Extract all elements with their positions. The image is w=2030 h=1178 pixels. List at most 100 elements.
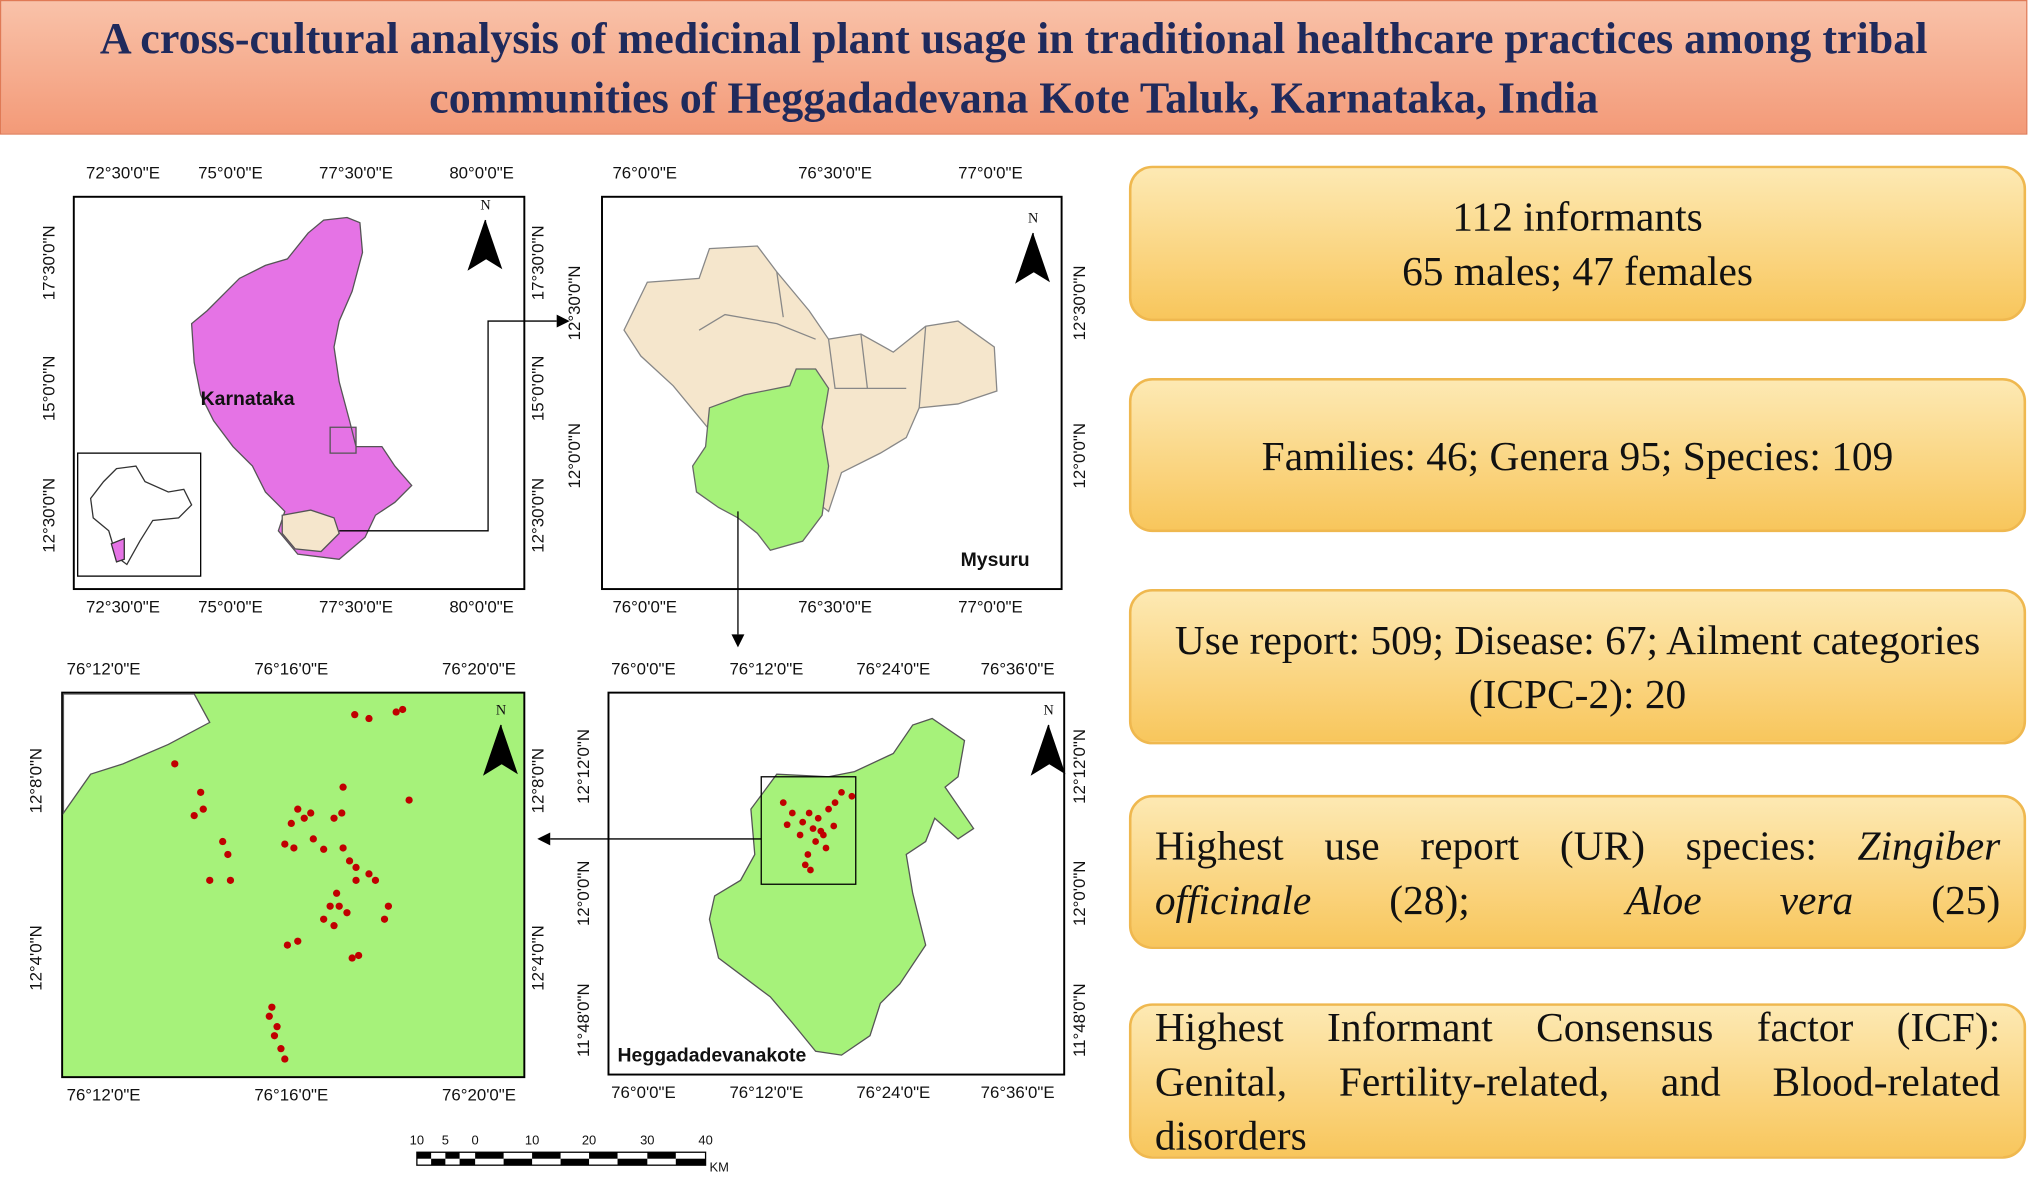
arrow-head [556, 314, 570, 328]
x-coord-label: 76°20'0"E [442, 660, 516, 679]
scale-label: 40 [698, 1132, 712, 1147]
map-label: Karnataka [201, 388, 295, 410]
title: A cross-cultural analysis of medicinal p… [0, 0, 2028, 135]
india-shape [89, 465, 193, 566]
connector-arrow [339, 320, 557, 532]
sample-point [831, 799, 839, 807]
x-coord-label: 76°36'0"E [981, 1083, 1055, 1102]
sample-points [779, 788, 856, 874]
y-coord-label: 12°4'0"N [26, 925, 45, 991]
scale-label: 10 [410, 1132, 424, 1147]
x-coord-label: 76°0'0"E [611, 660, 676, 679]
info-box: Highest use report (UR) species: Zingibe… [1128, 794, 2027, 949]
sample-point [343, 909, 351, 917]
y-coord-label: 17°30'0"N [39, 225, 58, 300]
sample-point [273, 1023, 281, 1031]
sample-point [265, 1012, 273, 1020]
y-coord-label: 15°0'0"N [39, 356, 58, 422]
sample-point [345, 857, 354, 865]
y-coord-label: 12°30'0"N [565, 266, 584, 341]
north-label: N [1028, 211, 1038, 227]
x-coord-label: 76°16'0"E [254, 1085, 328, 1104]
outside-area [62, 693, 211, 816]
north-arrow [1030, 724, 1050, 776]
scale-label: 0 [472, 1132, 479, 1147]
box-text: 112 informants [1452, 192, 1703, 240]
sample-point [779, 799, 787, 807]
sample-point [783, 821, 791, 829]
sample-point [822, 844, 830, 852]
x-coord-label: 77°0'0"E [958, 164, 1023, 183]
sample-point [809, 825, 817, 832]
info-box: 112 informants 65 males; 47 females [1128, 165, 2027, 322]
box-text: Highest use report (UR) species: [1154, 821, 1858, 869]
y-coord-label: 12°4'0"N [529, 925, 548, 991]
y-coord-label: 12°0'0"N [574, 861, 593, 927]
sample-point [171, 760, 179, 768]
sample-point [283, 941, 292, 949]
y-coord-label: 17°30'0"N [529, 225, 548, 300]
x-coord-label: 76°0'0"E [611, 1083, 676, 1102]
x-coord-label: 76°12'0"E [729, 660, 803, 679]
y-coord-label: 12°30'0"N [1070, 266, 1089, 341]
sample-point [206, 876, 214, 884]
north-label: N [1044, 703, 1054, 719]
north-arrow [482, 724, 502, 776]
y-coord-label: 15°0'0"N [529, 356, 548, 422]
sample-point [812, 838, 819, 845]
sample-point [399, 705, 407, 714]
y-coord-label: 12°12'0"N [1070, 729, 1089, 804]
study-area-box [760, 776, 857, 885]
box-text: Families: 46; Genera 95; Species: 109 [1261, 431, 1894, 479]
sample-point [339, 844, 347, 852]
sample-point [268, 1003, 276, 1011]
sample-point [281, 1055, 289, 1063]
box-text: Use report: 509; Disease: 67; Ailment ca… [1174, 616, 1981, 718]
y-coord-label: 12°30'0"N [529, 478, 548, 553]
sample-point [290, 844, 298, 852]
sample-point [300, 814, 308, 822]
maps: 72°30'0"E 72°30'0"E 75°0'0"E 75°0'0"E 77°30'… [26, 164, 1089, 1175]
scale-label: 30 [640, 1132, 654, 1147]
sample-point [335, 902, 343, 910]
x-coord-label: 76°0'0"E [612, 164, 677, 183]
sample-point [352, 876, 360, 884]
sample-point [339, 783, 347, 791]
x-coord-label: 76°12'0"E [67, 1085, 141, 1104]
sample-point [814, 814, 822, 822]
y-coord-label: 12°30'0"N [39, 478, 58, 553]
box-text: Aloe vera [1625, 875, 1854, 923]
arrow-head [731, 634, 745, 648]
sample-point [825, 805, 832, 813]
x-coord-label: 77°30'0"E [319, 597, 393, 616]
x-coord-label: 77°0'0"E [958, 597, 1023, 616]
box-text: 65 males; 47 females [1402, 247, 1753, 294]
scale-unit: KM [709, 1160, 728, 1175]
sample-point [219, 837, 227, 846]
sample-point [805, 809, 813, 817]
taluk-borders [698, 271, 927, 408]
x-coord-label: 77°30'0"E [319, 164, 393, 183]
sample-point [307, 809, 315, 817]
x-coord-label: 72°30'0"E [86, 164, 160, 183]
x-coord-label: 76°24'0"E [856, 1083, 930, 1102]
mysuru-shape [281, 509, 340, 553]
map-label: Heggadadevanakote [618, 1045, 807, 1067]
north-arrow [1015, 232, 1034, 284]
north-arrow [1048, 724, 1066, 775]
sample-point [197, 788, 205, 796]
x-coord-label: 80°0'0"E [449, 597, 514, 616]
y-coord-label: 12°8'0"N [529, 748, 548, 814]
sample-point [371, 876, 380, 884]
sample-point [281, 840, 289, 848]
x-coord-label: 80°0'0"E [449, 164, 514, 183]
y-coord-label: 11°48'0"N [1070, 983, 1089, 1057]
y-coord-label: 11°48'0"N [574, 983, 593, 1057]
sample-point [338, 809, 346, 817]
scale-label: 5 [442, 1132, 449, 1147]
sample-point [807, 866, 814, 874]
sample-point [804, 851, 812, 858]
x-coord-label: 76°30'0"E [798, 597, 872, 616]
x-coord-label: 76°12'0"E [729, 1083, 803, 1102]
